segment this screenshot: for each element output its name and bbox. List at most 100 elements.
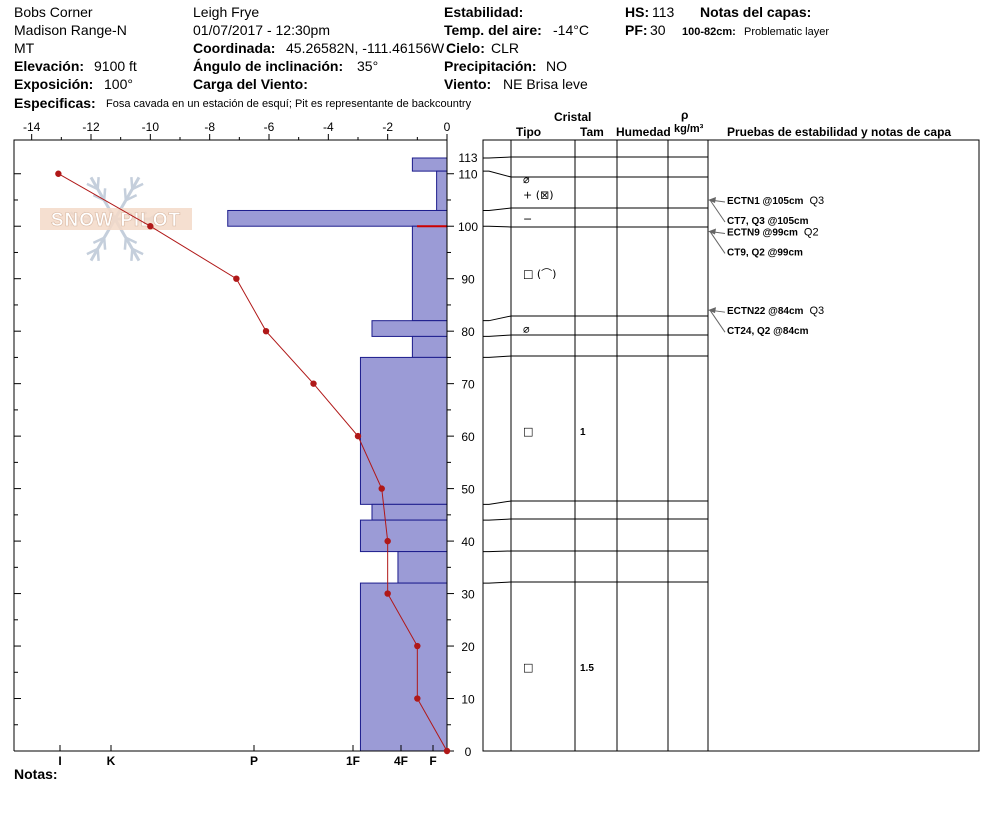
test-arrowhead (708, 196, 716, 203)
hs: 113 (652, 4, 675, 20)
temp-profile-line (58, 173, 448, 752)
type-header: Tipo (516, 125, 542, 139)
test-result: CT9, Q2 @99cm (727, 247, 803, 258)
layer-boundary-line (483, 550, 708, 553)
layer-boundary-line (483, 170, 708, 178)
exposure: 100° (104, 76, 133, 92)
size-header: Tam (580, 125, 604, 139)
depth-tick-label: 0 (465, 745, 472, 759)
logo-banner (40, 208, 192, 230)
layer-note-range: 100-82cm: (682, 26, 736, 38)
layer-boundary-line (483, 518, 708, 521)
temp-point (310, 380, 317, 387)
crystal-type: □ (523, 661, 533, 674)
temp-tick-label: 0 (444, 120, 451, 134)
density-unit-header: kg/m³ (674, 123, 704, 135)
snowflake-branch (96, 248, 100, 261)
layer-boundary-line (483, 207, 708, 211)
exposure-label: Exposición: (14, 76, 94, 92)
temp-tick-label: -6 (264, 120, 275, 134)
hs-label: HS: (625, 4, 650, 20)
temp-point (414, 642, 421, 650)
notes-label: Notas: (14, 766, 58, 782)
snowflake-branch (125, 193, 138, 202)
test-result: CT7, Q3 @105cm (727, 216, 809, 227)
test-pointer (709, 309, 726, 333)
incline-label: Ángulo de inclinación: (193, 58, 344, 74)
layer-boundary-line (483, 225, 708, 228)
temp-point (378, 485, 385, 492)
hardness-bar (359, 582, 448, 752)
sky: CLR (491, 40, 520, 56)
hardness-tick-label: I (58, 754, 61, 768)
test-result: ECTN9 @99cm Q2 (727, 226, 819, 238)
hardness-tick-label: 1F (346, 754, 360, 768)
logo-text: SNOW PILOT (51, 210, 181, 231)
crystal-type: ⌀ (523, 323, 530, 336)
depth-tick-label: 40 (461, 535, 475, 549)
crystal-type: □ (⌒) (523, 267, 556, 280)
layer-boundary-line (483, 334, 708, 337)
layer-boundary-line (483, 315, 708, 322)
layer-boundary-line (483, 581, 708, 584)
air-temp: -14°C (553, 22, 589, 38)
snowflake-branch (92, 236, 105, 245)
elevation: 9100 ft (94, 58, 137, 74)
hardness-axis: I K P 1F 4F F (58, 745, 437, 768)
layer-table: ⌀ + (⊠) − □ (⌒) ⌀ □ 1 □ 1.5 (482, 139, 980, 752)
temp-point (414, 695, 421, 702)
hardness-bar (227, 209, 448, 227)
crystal-type: ⌀ (523, 173, 530, 186)
temp-point (233, 275, 240, 282)
snowflake-branch (86, 247, 99, 256)
layer-boundary-line (483, 355, 708, 358)
snowflake-branch (125, 236, 138, 245)
temp-point (55, 170, 62, 177)
snowflake-branch (130, 248, 134, 261)
temp-point (147, 223, 154, 230)
coords: 45.26582N, -111.46156W (286, 40, 445, 56)
tests-header: Pruebas de estabilidad y notas de capa (727, 125, 952, 139)
snowflake-branch (123, 188, 128, 201)
depth-tick-label: 100 (458, 220, 478, 234)
temp-point (384, 590, 391, 597)
hardness-bar (359, 519, 448, 553)
depth-tick-label: 90 (461, 273, 475, 287)
depth-tick-label: 113 (458, 151, 477, 165)
test-result: ECTN1 @105cm Q3 (727, 195, 824, 207)
elevation-label: Elevación: (14, 58, 85, 74)
hardness-bar (359, 356, 448, 505)
rho-header: ρ (681, 108, 689, 122)
incline: 35° (357, 58, 379, 74)
specifics-label: Especificas: (14, 95, 96, 111)
hardness-layers (227, 157, 448, 752)
crystal-type: □ (523, 425, 533, 438)
layer-boundary-line (483, 500, 708, 505)
depth-tick-label: 60 (461, 430, 475, 444)
temp-tick-label: -14 (23, 120, 41, 134)
hardness-tick-label: K (107, 754, 116, 768)
hardness-tick-label: F (429, 754, 436, 768)
depth-tick-label: 70 (461, 378, 475, 392)
hardness-bar (411, 335, 448, 358)
location: Bobs Corner (14, 4, 93, 20)
air-temp-label: Temp. del aire: (444, 22, 542, 38)
test-result: CT24, Q2 @84cm (727, 326, 809, 337)
temp-tick-label: -2 (382, 120, 393, 134)
layer-notes-label: Notas del capas: (700, 4, 812, 20)
depth-tick-label: 30 (461, 588, 475, 602)
precip-label: Precipitación: (444, 58, 537, 74)
depth-tick-label: 80 (461, 325, 475, 339)
temp-tick-label: -4 (323, 120, 334, 134)
crystal-type: − (523, 212, 532, 225)
snowflake-branch (96, 177, 100, 190)
hardness-bar (436, 170, 448, 211)
crystal-size: 1 (580, 427, 586, 438)
temp-point (384, 537, 391, 545)
temp-tick-label: -12 (82, 120, 100, 134)
layer-note-text: Problematic layer (744, 26, 829, 38)
wind-label: Viento: (444, 76, 492, 92)
test-arrowhead (708, 307, 716, 314)
test-result: ECTN22 @84cm Q3 (727, 305, 824, 317)
